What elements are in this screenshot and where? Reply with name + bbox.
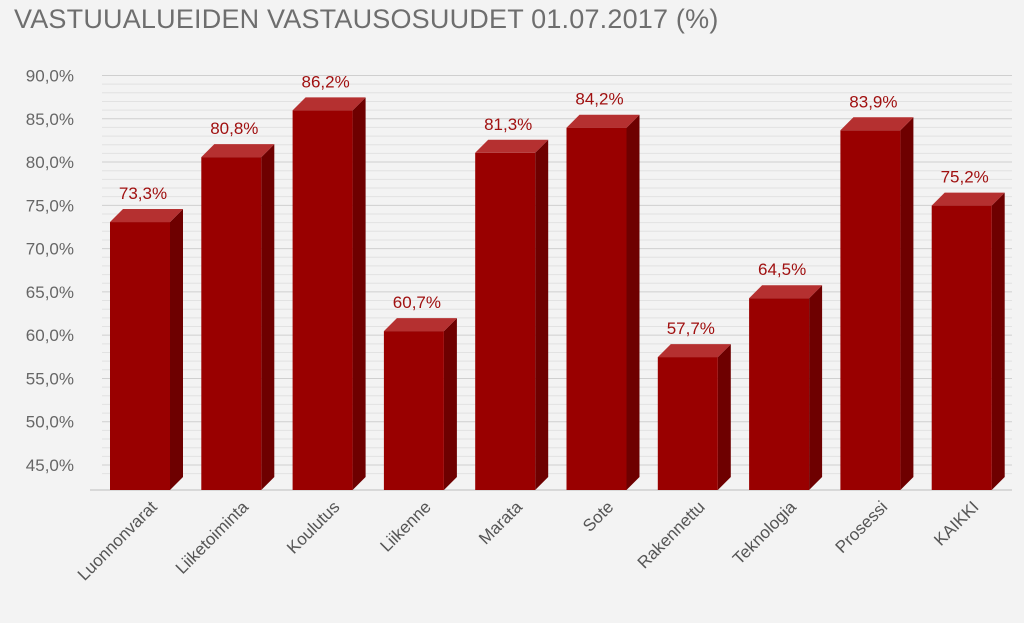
bar-group xyxy=(840,117,914,490)
bar xyxy=(475,152,536,490)
bar-side xyxy=(352,97,366,491)
bar-top xyxy=(201,144,275,158)
bar-group xyxy=(475,139,549,490)
category-label: Prosessi xyxy=(832,497,892,557)
bar xyxy=(110,222,170,490)
bar xyxy=(657,357,718,490)
y-tick-label: 50,0% xyxy=(26,413,74,432)
data-label: 83,9% xyxy=(849,92,897,111)
bar-top xyxy=(840,117,914,131)
bar-top xyxy=(110,209,183,223)
bar xyxy=(383,331,444,490)
data-label: 86,2% xyxy=(301,72,349,91)
y-tick-label: 70,0% xyxy=(26,240,74,259)
bar-top xyxy=(931,192,1005,206)
data-label: 64,5% xyxy=(758,260,806,279)
data-label: 84,2% xyxy=(575,90,623,109)
category-label: Luonnonvarat xyxy=(74,497,161,584)
category-label: Koulutus xyxy=(283,497,343,557)
y-tick-label: 60,0% xyxy=(26,326,74,345)
y-tick-label: 55,0% xyxy=(26,369,74,388)
bar xyxy=(292,110,353,491)
data-label: 75,2% xyxy=(941,168,989,187)
bar-side xyxy=(261,144,275,491)
bar-side xyxy=(170,209,183,490)
bar-side xyxy=(809,285,823,490)
y-tick-label: 65,0% xyxy=(26,283,74,302)
y-tick-label: 85,0% xyxy=(26,110,74,129)
bar-top xyxy=(292,97,366,111)
category-label: Sote xyxy=(579,497,617,535)
bar-side xyxy=(991,192,1005,490)
bar-side xyxy=(535,139,549,490)
category-label: Rakennettu xyxy=(634,497,709,572)
data-label: 73,3% xyxy=(119,184,167,203)
bar-group xyxy=(566,114,640,491)
bar xyxy=(749,298,810,490)
y-tick-label: 45,0% xyxy=(26,456,74,475)
category-label: Marata xyxy=(475,497,526,548)
category-label: Liiketoiminta xyxy=(172,497,253,578)
data-label: 80,8% xyxy=(210,119,258,138)
bar-top xyxy=(475,139,549,153)
data-label: 60,7% xyxy=(393,293,441,312)
bar-top xyxy=(749,285,823,299)
bar-group xyxy=(201,144,275,491)
bar xyxy=(931,205,992,490)
bar xyxy=(201,157,262,491)
bar-side xyxy=(900,117,914,490)
bar-side xyxy=(626,114,640,491)
data-label: 81,3% xyxy=(484,115,532,134)
bar-top xyxy=(566,114,640,128)
bar xyxy=(840,130,901,490)
bar-top xyxy=(657,344,731,358)
bar-group xyxy=(383,318,457,490)
category-label: Liikenne xyxy=(377,497,435,555)
category-label: Teknologia xyxy=(729,497,800,568)
bar-group xyxy=(749,285,823,490)
bar xyxy=(566,127,627,491)
chart-title: VASTUUALUEIDEN VASTAUSOSUUDET 01.07.2017… xyxy=(14,4,719,34)
bar-top xyxy=(383,318,457,332)
bar-side xyxy=(717,344,731,490)
bar-side xyxy=(443,318,457,490)
bar-group xyxy=(931,192,1005,490)
bar-group xyxy=(292,97,366,491)
bar-group xyxy=(110,209,183,490)
y-tick-label: 90,0% xyxy=(26,67,74,86)
category-label: KAIKKI xyxy=(930,497,982,549)
data-label: 57,7% xyxy=(667,319,715,338)
y-tick-label: 80,0% xyxy=(26,153,74,172)
bar-group xyxy=(657,344,731,490)
y-tick-label: 75,0% xyxy=(26,196,74,215)
